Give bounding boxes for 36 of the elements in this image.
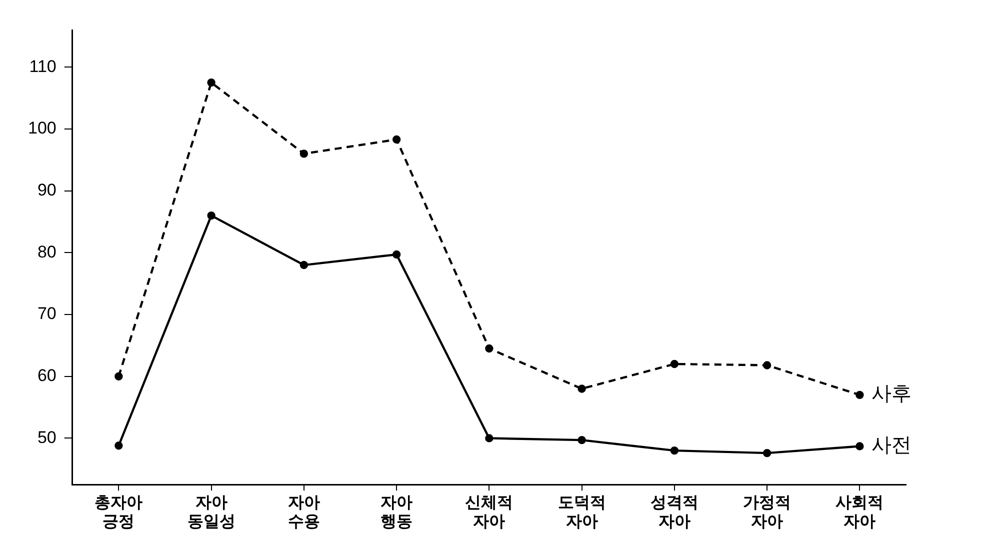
x-tick-label: 신체적 자아: [465, 492, 514, 531]
point: [207, 78, 216, 87]
point: [670, 446, 679, 455]
point: [762, 361, 772, 370]
x-tick-label: 자아 동일성: [187, 492, 236, 531]
y-tick-label: 90: [37, 180, 56, 200]
point: [114, 372, 123, 380]
point: [856, 442, 864, 450]
y-tick-label: 80: [37, 242, 56, 262]
y-tick-label: 70: [37, 304, 56, 324]
series-label: 사후: [872, 381, 912, 406]
x-tick-label: 사회적 자아: [836, 492, 884, 531]
point: [114, 442, 123, 450]
point: [392, 250, 401, 259]
point: [856, 390, 864, 400]
x-tick-label: 가정적 자아: [743, 492, 792, 531]
series-label: 사전: [872, 432, 912, 456]
point: [578, 384, 586, 393]
y-tick-label: 60: [37, 366, 56, 386]
x-tick-label: 자아 행동: [380, 492, 413, 531]
x-tick-label: 자아 수용: [288, 492, 320, 531]
point: [207, 211, 216, 220]
point: [762, 448, 772, 458]
point: [392, 135, 401, 144]
x-tick-label: 도덕적 자아: [558, 492, 606, 531]
point: [670, 360, 679, 368]
point: [300, 150, 308, 158]
point: [485, 344, 494, 353]
point: [300, 260, 308, 270]
y-tick-label: 100: [28, 118, 56, 138]
x-tick-label: 총자아 긍정: [94, 492, 143, 531]
x-tick-label: 성격적 자아: [650, 492, 698, 531]
y-tick-label: 110: [29, 56, 56, 76]
point: [485, 434, 494, 442]
point: [578, 436, 586, 444]
y-tick-label: 50: [37, 428, 56, 447]
